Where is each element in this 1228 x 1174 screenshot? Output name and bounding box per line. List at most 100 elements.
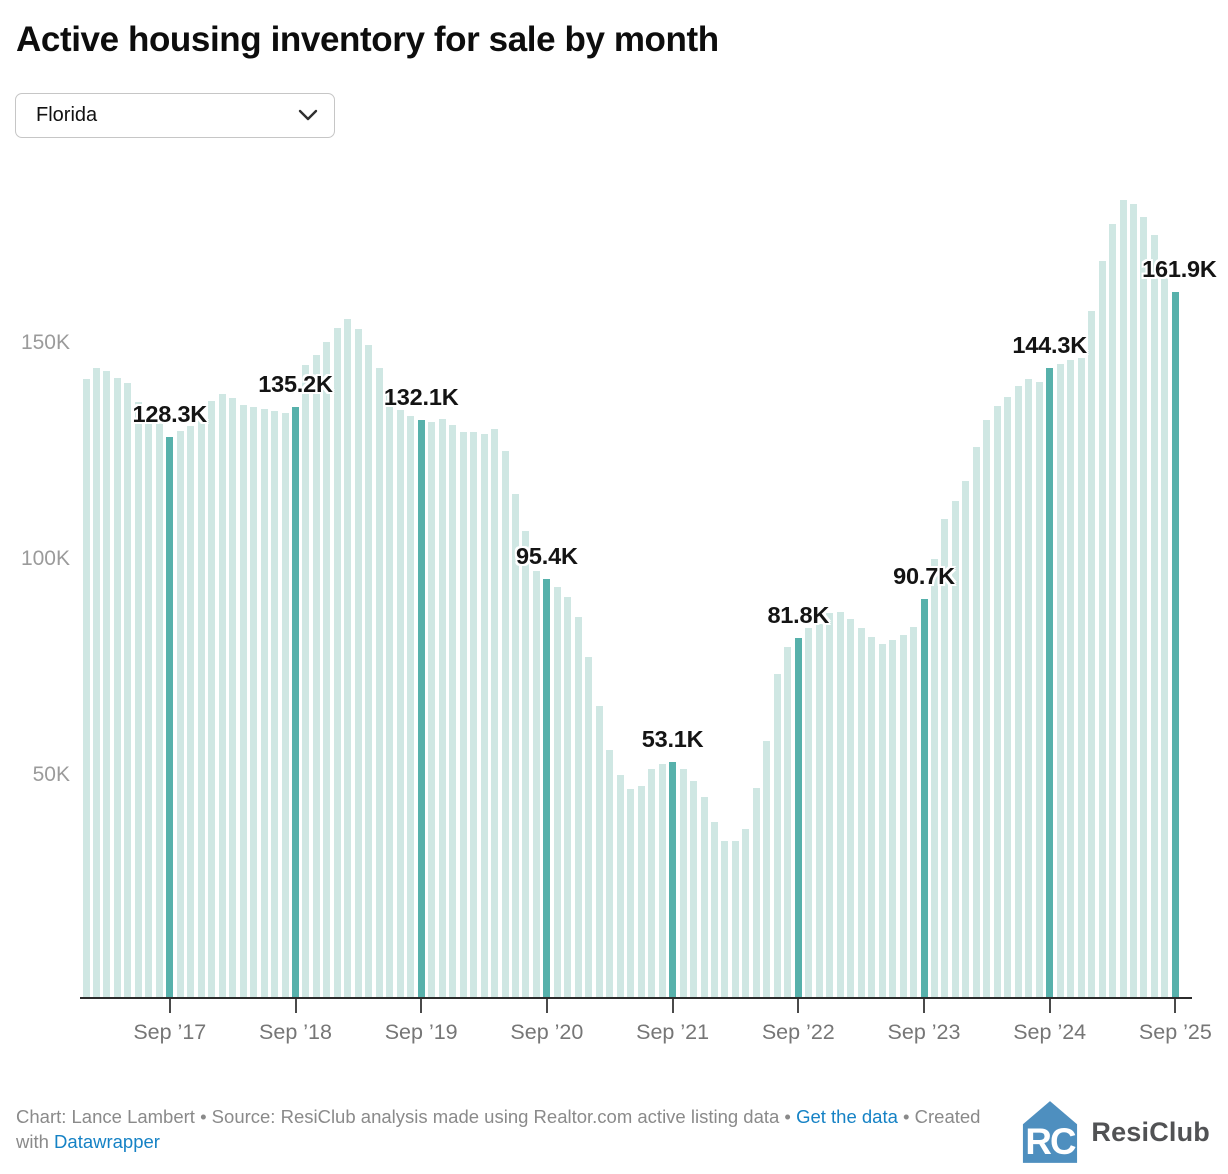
bar (459, 432, 467, 997)
bar-value-label: 135.2K (258, 370, 333, 397)
bar (1004, 396, 1012, 997)
bar (1067, 360, 1075, 997)
bar (155, 423, 163, 997)
bar (836, 612, 844, 997)
bar (375, 368, 383, 997)
bar (805, 628, 813, 997)
bar (784, 646, 792, 997)
get-the-data-link[interactable]: Get the data (796, 1106, 898, 1127)
bar-value-label: 132.1K (383, 384, 459, 411)
region-select-value: Florida (36, 104, 98, 126)
chart-attribution: Chart: Lance Lambert • Source: ResiClub … (16, 1104, 981, 1154)
bar (532, 570, 540, 997)
bar (302, 364, 310, 997)
bar (1119, 200, 1127, 997)
bar (972, 447, 980, 997)
bar (229, 397, 237, 997)
bar-highlighted (920, 599, 928, 997)
bar (1077, 357, 1085, 997)
x-axis-tick (294, 999, 297, 1013)
x-axis-label: Sep ’22 (761, 1020, 835, 1044)
datawrapper-link[interactable]: Datawrapper (54, 1131, 160, 1152)
bar-highlighted (1171, 291, 1179, 997)
bar-highlighted (166, 436, 174, 997)
resiclub-house-icon: RC (1021, 1100, 1079, 1164)
bar (773, 674, 781, 997)
svg-text:RC: RC (1026, 1121, 1077, 1162)
bar (690, 781, 698, 997)
x-axis-tick (168, 999, 171, 1013)
bar (930, 559, 938, 997)
bar (396, 409, 404, 997)
bar-value-label: 95.4K (516, 542, 578, 569)
bar (1150, 235, 1158, 997)
bar (1035, 381, 1043, 997)
bar (103, 370, 111, 997)
resiclub-logo-text: ResiClub (1091, 1116, 1210, 1147)
bar (113, 377, 121, 997)
bar (627, 788, 635, 997)
bar (742, 829, 750, 997)
bar (752, 787, 760, 997)
page-title: Active housing inventory for sale by mon… (16, 20, 719, 59)
bar (648, 769, 656, 997)
x-axis-line (80, 997, 1192, 999)
bar (480, 433, 488, 997)
y-axis-label: 50K (32, 763, 70, 786)
bar-highlighted (417, 420, 425, 997)
x-axis-tick (923, 999, 925, 1013)
bar (983, 419, 991, 997)
bar (218, 393, 226, 997)
bar (250, 406, 258, 997)
bar (711, 821, 718, 997)
bar-value-label: 128.3K (132, 400, 208, 427)
bar (176, 430, 184, 997)
x-axis-tick (1174, 999, 1177, 1013)
bar (271, 410, 279, 997)
bar (134, 401, 142, 997)
bar (197, 419, 205, 997)
x-axis-label: Sep ’18 (259, 1020, 332, 1044)
x-axis-label: Sep ’19 (384, 1020, 458, 1044)
region-select[interactable]: Florida (15, 93, 335, 138)
x-axis-tick (671, 999, 674, 1013)
bar (1088, 310, 1096, 997)
bar (889, 640, 897, 997)
bar (1109, 223, 1117, 997)
bar-highlighted (543, 578, 551, 997)
chevron-down-icon (298, 109, 318, 122)
bar (281, 412, 289, 997)
bar (857, 628, 865, 997)
bar (899, 634, 907, 997)
bar (333, 327, 341, 997)
x-axis-tick (797, 999, 800, 1013)
bar (1014, 386, 1022, 997)
bar (1140, 216, 1148, 997)
bar (553, 587, 561, 997)
bar (606, 749, 614, 997)
bar (365, 345, 373, 997)
x-axis-tick (1048, 999, 1051, 1013)
y-axis-label: 100K (20, 547, 70, 570)
bar-value-label: 161.9K (1142, 255, 1217, 282)
bar-highlighted (292, 406, 299, 997)
resiclub-logo: RC ResiClub (1021, 1096, 1210, 1168)
bar (878, 644, 886, 997)
footer-text: • Created with (16, 1106, 981, 1152)
bar (679, 769, 687, 997)
bar (815, 623, 823, 997)
bar (574, 616, 582, 997)
footer-text: Chart: Lance Lambert • Source: ResiClub … (16, 1106, 797, 1127)
bar (595, 705, 603, 997)
bar (763, 741, 771, 997)
bar (585, 656, 593, 997)
bar-highlighted (669, 761, 677, 997)
bar (260, 409, 268, 997)
bar (637, 785, 645, 997)
bar-value-label: 81.8K (767, 601, 830, 628)
bar (323, 341, 331, 997)
bar (449, 424, 457, 997)
bar-value-label: 90.7K (893, 563, 955, 590)
bar (731, 840, 739, 997)
bar (658, 763, 666, 997)
